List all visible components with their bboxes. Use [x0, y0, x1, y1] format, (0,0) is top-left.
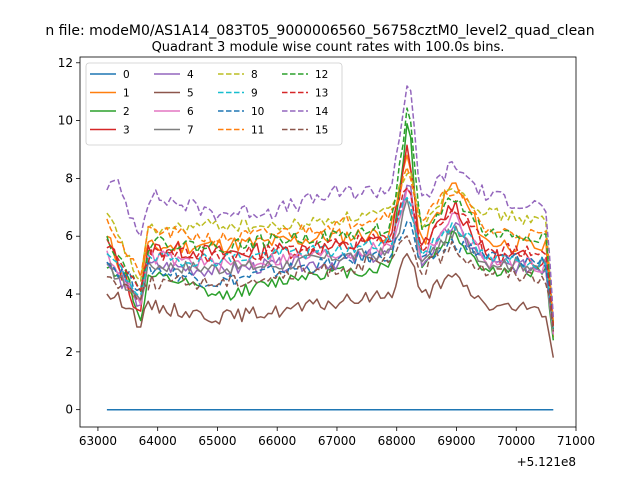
series-line-11: [106, 166, 555, 323]
series-line-13: [106, 187, 555, 326]
series-line-1: [106, 154, 555, 338]
series-line-4: [106, 184, 555, 335]
series-line-12: [106, 107, 555, 329]
y-tick-label: 4: [65, 287, 73, 301]
legend-label-8: 8: [251, 69, 258, 81]
y-axis: 0 2 4 6 8 10 12: [58, 56, 80, 417]
legend-label-9: 9: [251, 88, 258, 100]
legend-label-4: 4: [187, 69, 194, 81]
legend-label-15: 15: [315, 125, 328, 137]
series-line-14: [106, 85, 555, 318]
y-tick-label: 10: [58, 114, 73, 128]
legend-label-3: 3: [123, 125, 130, 137]
legend-label-5: 5: [187, 88, 194, 100]
series-line-10: [106, 220, 555, 326]
series-line-8: [106, 170, 555, 323]
x-offset-label: +5.121e8: [517, 455, 576, 469]
series-line-5: [106, 252, 555, 358]
legend-label-7: 7: [187, 125, 194, 137]
legend-label-0: 0: [123, 69, 130, 81]
legend-label-1: 1: [123, 88, 130, 100]
y-tick-label: 8: [65, 171, 73, 185]
figure-suptitle: n file: modeM0/AS1A14_083T05_9000006560_…: [45, 23, 594, 39]
x-tick-label: 65000: [198, 434, 236, 448]
x-tick-label: 67000: [318, 434, 356, 448]
y-tick-label: 0: [65, 403, 73, 417]
legend-label-2: 2: [123, 106, 130, 118]
x-tick-label: 70000: [497, 434, 535, 448]
legend-label-13: 13: [315, 88, 328, 100]
y-tick-label: 6: [65, 229, 73, 243]
x-tick-label: 69000: [437, 434, 475, 448]
x-tick-label: 63000: [79, 434, 117, 448]
series-line-15: [106, 235, 555, 332]
series-line-3: [106, 144, 555, 332]
x-tick-label: 68000: [378, 434, 416, 448]
x-axis: 63000 64000 65000 66000 67000 68000 69000 70000…: [79, 427, 595, 448]
chart-title: Quadrant 3 module wise count rates with …: [152, 40, 505, 55]
legend-label-11: 11: [251, 125, 264, 137]
x-tick-label: 71000: [557, 434, 595, 448]
series-line-9: [106, 196, 555, 329]
y-tick-label: 12: [58, 56, 73, 70]
x-tick-label: 66000: [258, 434, 296, 448]
legend-label-14: 14: [315, 106, 329, 118]
legend-frame: [85, 62, 343, 146]
legend-label-12: 12: [315, 69, 328, 81]
plot-frame: [79, 56, 577, 428]
series-layer: [106, 85, 555, 411]
legend-label-6: 6: [187, 106, 194, 118]
legend-label-10: 10: [251, 106, 264, 118]
x-tick-label: 64000: [139, 434, 177, 448]
y-tick-label: 2: [65, 345, 73, 359]
